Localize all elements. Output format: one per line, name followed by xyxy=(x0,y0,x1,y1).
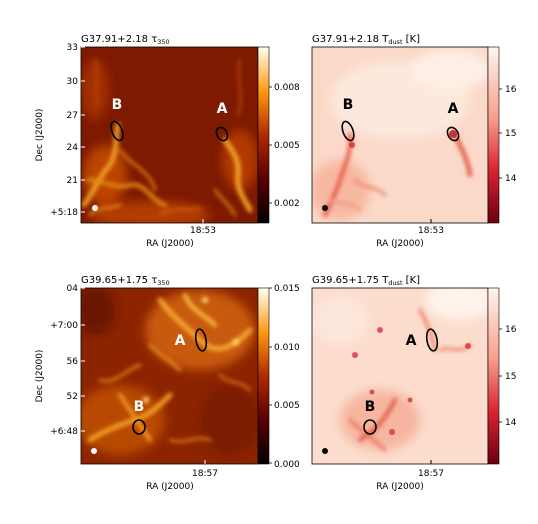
source-label-a: A xyxy=(217,101,228,117)
colorbar: 0.015 0.010 0.005 0.000 xyxy=(257,284,300,470)
source-label-a: A xyxy=(175,333,186,349)
panel-g39-tau: G39.65+1.75 τ350 xyxy=(35,275,300,492)
y-axis-label: Dec (J2000) xyxy=(35,109,45,162)
x-axis-label: RA (J2000) xyxy=(146,239,194,249)
source-ellipse-a xyxy=(194,328,208,352)
colorbar-tick-label: 14 xyxy=(505,418,517,428)
beam-marker xyxy=(92,205,98,211)
source-ellipse-b xyxy=(341,120,355,142)
y-tick-label: +5:18 xyxy=(50,208,78,218)
source-label-b: B xyxy=(365,399,376,415)
heatmap-image: B A xyxy=(312,47,488,223)
y-tick-label: 52 xyxy=(67,392,78,402)
colorbar-tick-label: 0.000 xyxy=(274,460,300,470)
y-tick-label: 33 xyxy=(67,43,78,53)
panel-title: G39.65+1.75 Tdust [K] xyxy=(312,275,420,287)
source-ellipse-b xyxy=(363,419,377,435)
colorbar: 0.008 0.005 0.002 xyxy=(257,46,300,224)
heatmap-image: B A xyxy=(81,47,258,223)
y-axis-label: Dec (J2000) xyxy=(35,350,45,403)
colorbar-tick-label: 0.002 xyxy=(274,199,300,209)
colorbar-tick-label: 15 xyxy=(505,372,516,382)
colorbar-tick-label: 0.015 xyxy=(274,284,300,294)
beam-marker xyxy=(91,448,97,454)
x-tick-label: 18:53 xyxy=(418,226,444,236)
colorbar-tick-label: 0.008 xyxy=(274,83,300,93)
colorbar-tick-label: 0.005 xyxy=(274,141,300,151)
y-tick-label: 21 xyxy=(67,176,78,186)
source-ellipse-a xyxy=(215,126,229,142)
source-label-b: B xyxy=(112,97,123,113)
source-label-b: B xyxy=(343,97,354,113)
x-axis-label: RA (J2000) xyxy=(376,482,424,492)
panel-g37-tdust: G37.91+2.18 Tdust [K] B A xyxy=(311,34,517,249)
panel-g39-tdust: G39.65+1.75 Tdust [K] A B xyxy=(311,275,517,492)
source-ellipse-a xyxy=(446,126,460,142)
source-ellipse-b xyxy=(132,419,146,435)
x-tick-label: 18:57 xyxy=(192,469,218,479)
colorbar-tick-label: 0.005 xyxy=(274,401,300,411)
y-tick-label: 27 xyxy=(67,111,78,121)
y-tick-label: 04 xyxy=(67,284,79,294)
y-tick-label: 30 xyxy=(67,77,79,87)
colorbar: 16 15 14 xyxy=(487,287,517,465)
heatmap-image: A B xyxy=(81,288,258,464)
heatmap-image: A B xyxy=(312,288,488,464)
x-axis-label: RA (J2000) xyxy=(146,482,194,492)
source-ellipse-b xyxy=(110,120,124,142)
colorbar: 16 15 14 xyxy=(487,46,517,224)
panel-title: G37.91+2.18 τ350 xyxy=(81,34,170,46)
y-tick-label: 24 xyxy=(67,143,79,153)
panel-title: G39.65+1.75 τ350 xyxy=(81,275,170,287)
colorbar-tick-label: 14 xyxy=(505,174,517,184)
y-tick-label: +7:00 xyxy=(50,321,78,331)
colorbar-tick-label: 0.010 xyxy=(274,343,300,353)
x-axis-label: RA (J2000) xyxy=(376,239,424,249)
x-tick-label: 18:57 xyxy=(418,469,444,479)
colorbar-tick-label: 16 xyxy=(505,85,517,95)
source-label-a: A xyxy=(406,333,417,349)
y-tick-label: 56 xyxy=(67,357,79,367)
beam-marker xyxy=(322,205,328,211)
panel-g37-tau: G37.91+2.18 τ350 xyxy=(35,34,300,249)
colorbar-tick-label: 15 xyxy=(505,129,516,139)
panel-title: G37.91+2.18 Tdust [K] xyxy=(312,34,420,46)
x-tick-label: 18:53 xyxy=(190,226,216,236)
source-label-b: B xyxy=(134,399,145,415)
source-label-a: A xyxy=(448,101,459,117)
beam-marker xyxy=(322,448,328,454)
y-tick-label: +6:48 xyxy=(50,427,78,437)
colorbar-tick-label: 16 xyxy=(505,325,517,335)
source-ellipse-a xyxy=(425,328,439,352)
